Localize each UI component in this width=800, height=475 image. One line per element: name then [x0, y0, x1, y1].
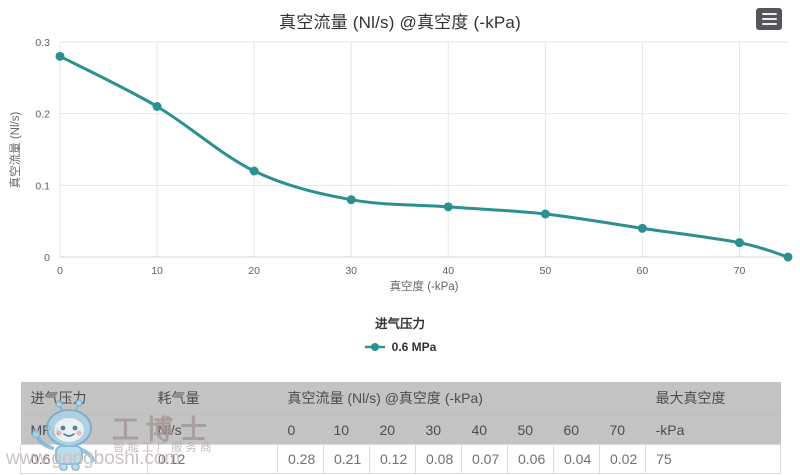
x-axis-title: 真空度 (-kPa) — [389, 281, 459, 293]
table-unit-header: 30 — [415, 414, 462, 445]
data-point[interactable] — [346, 195, 356, 205]
table-unit-header: -kPa — [645, 414, 781, 445]
hamburger-icon — [761, 12, 777, 16]
table-unit-header: 40 — [461, 414, 508, 445]
x-tick-label: 10 — [151, 265, 163, 277]
table-group-header: 最大真空度 — [645, 382, 781, 415]
data-point[interactable] — [55, 51, 65, 61]
legend-title: 进气压力 — [374, 317, 425, 331]
table-cell: 75 — [645, 444, 782, 474]
table-cell: 0.06 — [507, 444, 554, 474]
chart-title: 真空流量 (Nl/s) @真空度 (-kPa) — [279, 13, 521, 32]
x-tick-label: 60 — [637, 265, 649, 277]
table-unit-header: MPa — [20, 414, 148, 445]
table-group-header: 进气压力 — [20, 382, 148, 415]
table-unit-header: 20 — [369, 414, 416, 445]
table-cell: 0.07 — [461, 444, 508, 474]
table-unit-header: 50 — [507, 414, 554, 445]
data-point[interactable] — [443, 202, 453, 212]
table-unit-header: 60 — [553, 414, 600, 445]
y-tick-label: 0.3 — [35, 37, 50, 49]
table-row: 0.6 0.12 0.28 0.21 0.12 0.08 0.07 0.06 0.04 0.02 7… — [20, 444, 782, 474]
legend-item-label: 0.6 MPa — [391, 340, 437, 354]
data-point[interactable] — [783, 252, 793, 262]
table-cell: 0.12 — [147, 444, 278, 474]
table-unit-header: 10 — [323, 414, 370, 445]
y-tick-label: 0.2 — [35, 109, 50, 121]
hamburger-icon — [761, 17, 777, 21]
data-point[interactable] — [540, 209, 550, 219]
table-cell: 0.6 — [20, 444, 148, 474]
table-unit-header: Nl/s — [147, 414, 278, 445]
x-tick-label: 30 — [345, 265, 357, 277]
table-cell: 0.02 — [598, 444, 647, 474]
table-cell: 0.12 — [369, 444, 416, 474]
legend-marker-icon — [364, 343, 385, 351]
data-point[interactable] — [249, 166, 259, 176]
x-tick-label: 50 — [539, 265, 551, 277]
x-tick-label: 20 — [248, 265, 260, 277]
chart-context-menu-button[interactable] — [756, 8, 782, 30]
y-tick-label: 0 — [44, 252, 50, 264]
x-tick-label: 70 — [734, 265, 746, 277]
spec-table: 进气压力 耗气量 真空流量 (Nl/s) @真空度 (-kPa) 最大真空度 MPa Nl… — [20, 382, 782, 474]
table-group-header: 真空流量 (Nl/s) @真空度 (-kPa) — [277, 382, 646, 415]
table-unit-header: 70 — [599, 414, 646, 445]
y-axis-title: 真空流量 (Nl/s) — [10, 111, 22, 189]
table-cell: 0.28 — [277, 444, 324, 474]
legend: 进气压力 0.6 MPa — [0, 313, 800, 358]
x-tick-label: 40 — [442, 265, 454, 277]
plot-area: 0 0.1 0.2 0.3 0 10 20 30 40 50 60 70 — [35, 37, 793, 277]
data-point[interactable] — [637, 223, 647, 233]
hamburger-icon — [761, 22, 777, 26]
series-line — [59, 55, 789, 259]
x-tick-label: 0 — [57, 265, 63, 277]
table-cell: 0.21 — [323, 444, 370, 474]
table-unit-header: 0 — [277, 414, 324, 445]
table-cell: 0.08 — [415, 444, 462, 474]
y-tick-label: 0.1 — [35, 180, 50, 192]
data-point[interactable] — [734, 238, 744, 248]
table-group-header: 耗气量 — [147, 382, 278, 415]
table-cell: 0.04 — [553, 444, 600, 474]
data-point[interactable] — [152, 102, 162, 111]
legend-item[interactable]: 0.6 MPa — [364, 340, 437, 354]
